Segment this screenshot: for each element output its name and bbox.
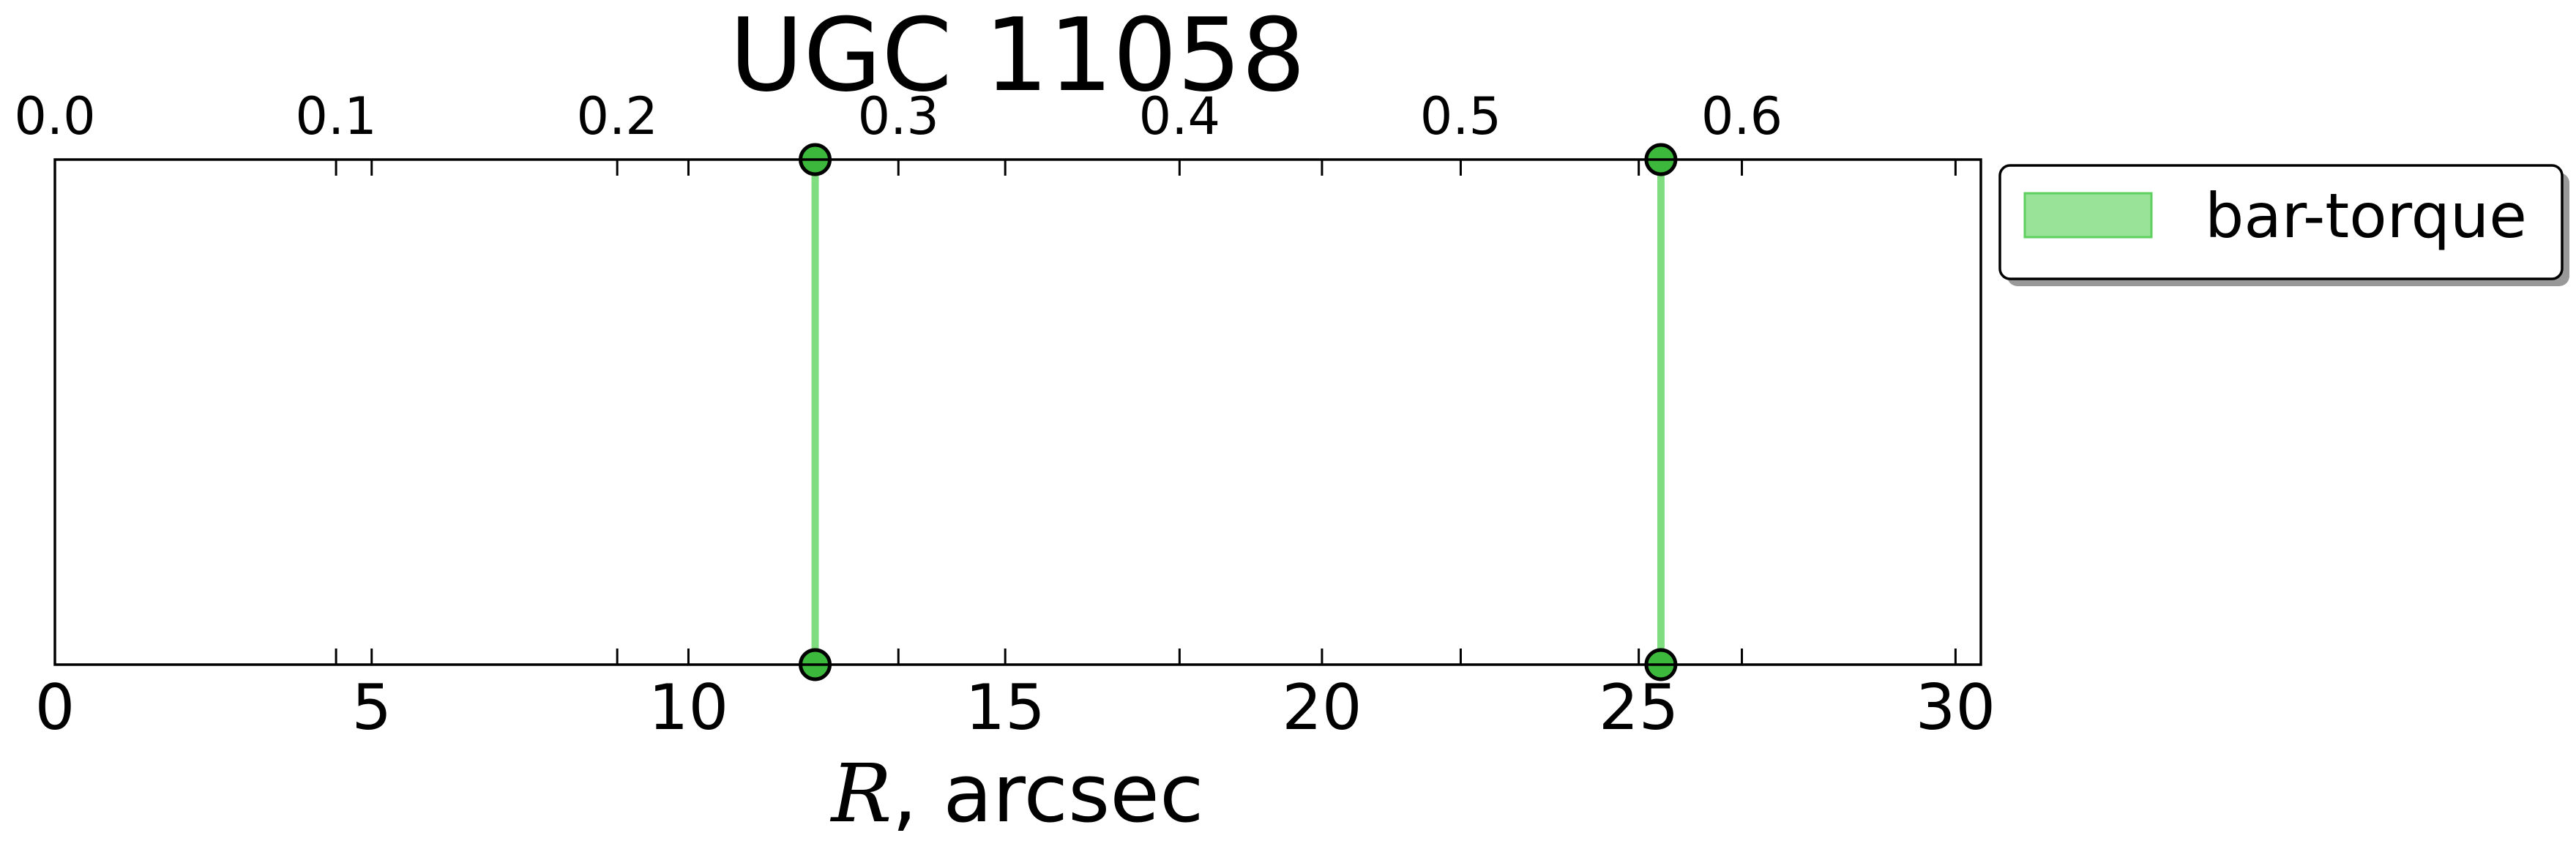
- legend-label-bar-torque: bar-torque: [2205, 180, 2527, 252]
- x-tick-label: 25: [1599, 671, 1679, 744]
- top-axis: 0.0 0.1 0.2 0.3 0.4 0.5 0.6: [14, 86, 1782, 665]
- plot-frame: [53, 158, 1982, 666]
- top-x-tick-label: 0.0: [14, 86, 95, 146]
- x-tick-label: 0: [35, 671, 75, 744]
- x-tick-label: 20: [1282, 671, 1362, 744]
- top-x-tick-label: 0.1: [295, 86, 376, 146]
- chart-title: UGC 11058: [729, 0, 1305, 114]
- bottom-axis: 0 5 10 15 20 25 30: [35, 160, 1996, 744]
- x-tick-label: 15: [965, 671, 1045, 744]
- top-x-tick-label: 0.2: [577, 86, 658, 146]
- series-layer: [799, 143, 1678, 681]
- top-x-tick-label: 0.3: [858, 86, 939, 146]
- x-tick-label: 30: [1916, 671, 1996, 744]
- top-x-tick-label: 0.6: [1701, 86, 1782, 146]
- legend-swatch: [2023, 192, 2153, 239]
- x-axis-label-unit: , arcsec: [892, 747, 1203, 840]
- legend: bar-torque: [1998, 164, 2569, 286]
- top-x-tick-label: 0.4: [1139, 86, 1220, 146]
- x-axis-label: R, arcsec: [830, 747, 1204, 840]
- x-tick-label: 10: [649, 671, 728, 744]
- x-tick-label: 5: [351, 671, 392, 744]
- top-x-tick-label: 0.5: [1420, 86, 1501, 146]
- x-axis-label-symbol: R: [830, 747, 892, 840]
